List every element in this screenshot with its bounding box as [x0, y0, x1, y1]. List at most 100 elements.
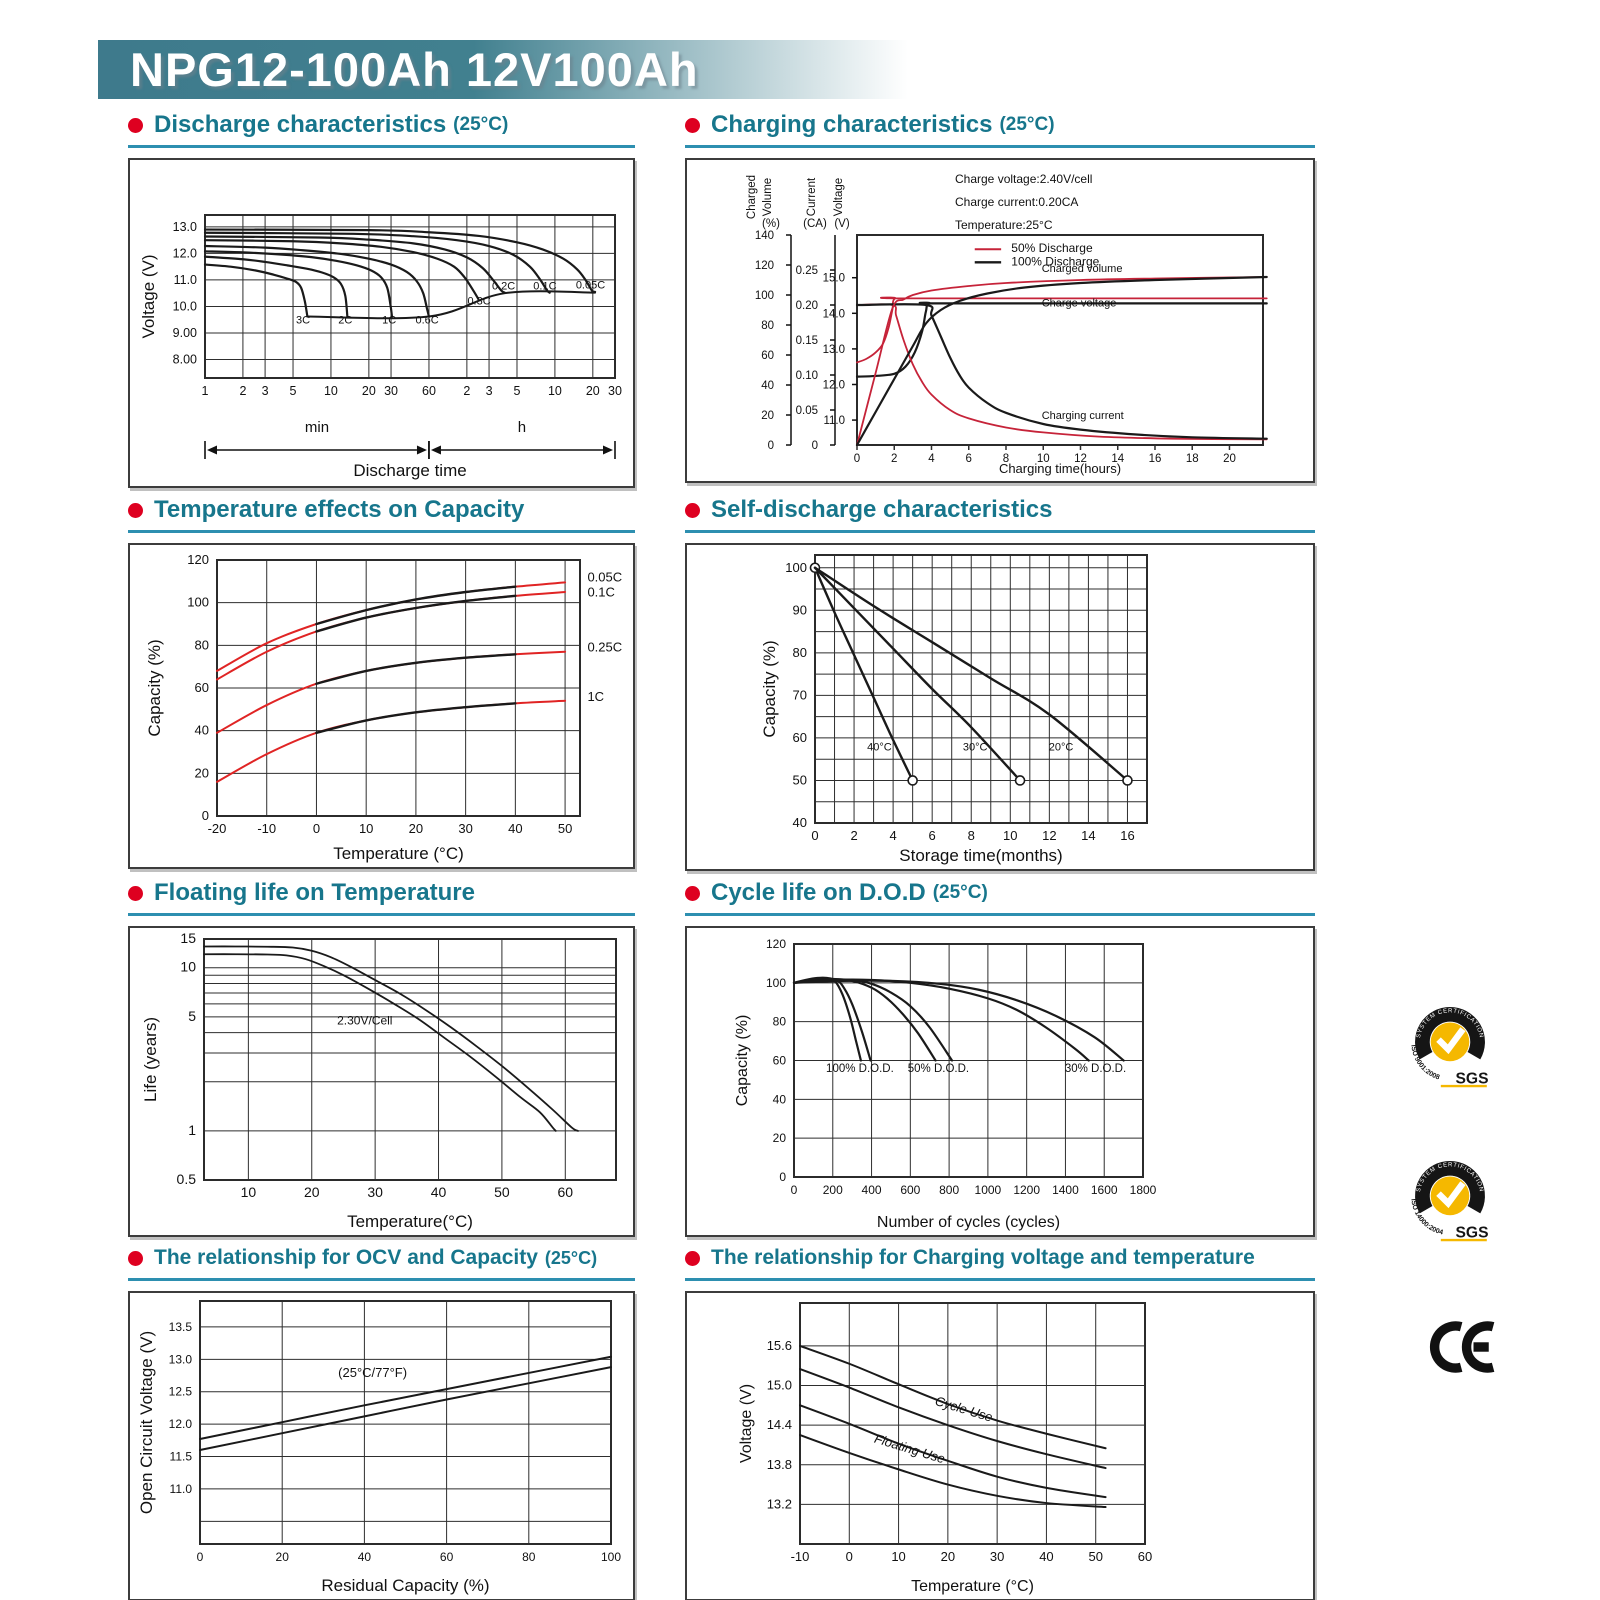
svg-text:12.5: 12.5	[169, 1385, 193, 1399]
svg-text:60: 60	[1138, 1549, 1152, 1564]
svg-text:12.0: 12.0	[173, 246, 197, 260]
svg-text:0: 0	[812, 440, 818, 452]
svg-text:40: 40	[195, 723, 209, 738]
section-charging-characteristics: Charging characteristics (25°C) 0 2 4 6 8 10 1…	[685, 110, 1315, 483]
svg-text:40: 40	[1039, 1549, 1053, 1564]
svg-text:12: 12	[1074, 453, 1087, 465]
svg-text:5: 5	[188, 1008, 196, 1024]
svg-text:13.0: 13.0	[173, 220, 197, 234]
svg-text:0.3C: 0.3C	[467, 295, 490, 307]
section-title: The relationship for OCV and Capacity	[154, 1246, 538, 1269]
svg-text:40: 40	[761, 380, 774, 392]
svg-text:0.05C: 0.05C	[587, 569, 622, 584]
section-title-note: (25°C)	[932, 882, 988, 903]
svg-text:40: 40	[508, 821, 522, 836]
svg-text:Voltage: Voltage	[833, 178, 845, 216]
svg-text:30% D.O.D.: 30% D.O.D.	[1065, 1063, 1126, 1075]
svg-text:Charged: Charged	[746, 175, 758, 219]
svg-text:80: 80	[761, 320, 774, 332]
bullet-icon	[128, 117, 143, 133]
svg-text:0.20: 0.20	[796, 300, 818, 312]
svg-text:120: 120	[755, 260, 774, 272]
svg-text:1C: 1C	[382, 314, 396, 326]
svg-text:14: 14	[1111, 453, 1124, 465]
svg-text:400: 400	[862, 1183, 882, 1197]
svg-text:0: 0	[768, 440, 774, 452]
section-title: Floating life on Temperature	[154, 879, 475, 906]
section-floating-life: Floating life on Temperature 10 20 30 40 50 6…	[128, 878, 635, 1237]
svg-text:Discharge time: Discharge time	[353, 461, 466, 480]
svg-text:40: 40	[773, 1092, 787, 1106]
svg-text:10: 10	[1003, 828, 1017, 843]
svg-text:40: 40	[793, 815, 807, 830]
section-ocv-capacity: The relationship for OCV and Capacity (2…	[128, 1243, 635, 1600]
section-title: Cycle life on D.O.D	[711, 879, 926, 906]
svg-text:3: 3	[486, 384, 493, 398]
svg-text:10: 10	[180, 959, 196, 975]
title-underline	[128, 1278, 635, 1281]
title-underline	[128, 530, 635, 533]
svg-text:10.0: 10.0	[173, 299, 197, 313]
svg-text:15.0: 15.0	[767, 1378, 792, 1393]
svg-text:200: 200	[823, 1183, 843, 1197]
svg-text:0: 0	[779, 1170, 786, 1184]
svg-text:100: 100	[785, 560, 807, 575]
svg-text:30: 30	[608, 384, 622, 398]
svg-text:Open Circuit Voltage (V): Open Circuit Voltage (V)	[137, 1331, 156, 1514]
svg-text:0.5: 0.5	[177, 1171, 197, 1187]
bullet-icon	[685, 1250, 700, 1266]
svg-text:60: 60	[793, 730, 807, 745]
svg-text:60: 60	[422, 384, 436, 398]
svg-text:Current: Current	[806, 177, 818, 216]
svg-text:80: 80	[522, 1550, 536, 1564]
svg-text:70: 70	[793, 687, 807, 702]
svg-text:Capacity (%): Capacity (%)	[760, 640, 779, 737]
ce-mark: CE	[1406, 1314, 1496, 1380]
svg-text:14.0: 14.0	[823, 308, 845, 320]
svg-text:60: 60	[773, 1054, 787, 1068]
svg-text:1200: 1200	[1013, 1183, 1040, 1197]
svg-text:Charge current:0.20CA: Charge current:0.20CA	[955, 195, 1078, 209]
svg-text:14.4: 14.4	[767, 1417, 792, 1432]
svg-text:15: 15	[180, 930, 196, 946]
svg-text:Temperature (°C): Temperature (°C)	[333, 844, 464, 863]
svg-text:Capacity (%): Capacity (%)	[145, 639, 164, 736]
svg-text:14: 14	[1081, 828, 1095, 843]
svg-text:13.5: 13.5	[169, 1320, 193, 1334]
svg-text:30: 30	[990, 1549, 1004, 1564]
svg-text:Number of cycles (cycles): Number of cycles (cycles)	[877, 1214, 1060, 1231]
self-discharge-chart: 0 2 4 6 8 10 12 14 16 40 50 60 70 80 90 100 40°C 30°C 20°C…	[685, 543, 1315, 871]
section-title: Charging characteristics	[711, 111, 993, 138]
svg-text:40: 40	[431, 1184, 447, 1200]
svg-text:2C: 2C	[338, 314, 352, 326]
svg-text:20: 20	[276, 1550, 290, 1564]
svg-text:10: 10	[241, 1184, 257, 1200]
svg-text:50: 50	[793, 772, 807, 787]
ocv-capacity-chart: 0 20 40 60 80 100 11.0 11.5 12.0 12.5 13.0 13.5 (25°…	[128, 1291, 635, 1600]
svg-text:60: 60	[761, 350, 774, 362]
svg-text:-10: -10	[257, 821, 276, 836]
svg-text:2: 2	[463, 384, 470, 398]
svg-text:1: 1	[188, 1122, 196, 1138]
section-charging-voltage-temperature: The relationship for Charging voltage an…	[685, 1243, 1315, 1600]
section-title: Self-discharge characteristics	[711, 496, 1053, 523]
svg-text:0.2C: 0.2C	[492, 280, 515, 292]
section-title: Temperature effects on Capacity	[154, 496, 525, 523]
section-self-discharge: Self-discharge characteristics 0 2 4 6 8 10 12…	[685, 495, 1315, 871]
svg-text:0: 0	[197, 1550, 204, 1564]
product-title-banner: NPG12-100Ah 12V100Ah	[98, 40, 933, 99]
svg-text:13.2: 13.2	[767, 1496, 792, 1511]
svg-text:80: 80	[195, 637, 209, 652]
svg-text:15.6: 15.6	[767, 1338, 792, 1353]
section-title: Discharge characteristics	[154, 111, 447, 138]
title-underline	[128, 145, 635, 148]
svg-text:Storage time(months): Storage time(months)	[899, 846, 1062, 865]
svg-text:(V): (V)	[834, 218, 850, 230]
svg-text:16: 16	[1120, 828, 1134, 843]
section-title-note: (25°C)	[453, 114, 509, 135]
svg-text:5: 5	[514, 384, 521, 398]
svg-text:1400: 1400	[1052, 1183, 1079, 1197]
svg-text:11.0: 11.0	[823, 415, 845, 427]
bullet-icon	[128, 502, 143, 518]
svg-text:(25°C/77°F): (25°C/77°F)	[338, 1365, 407, 1380]
